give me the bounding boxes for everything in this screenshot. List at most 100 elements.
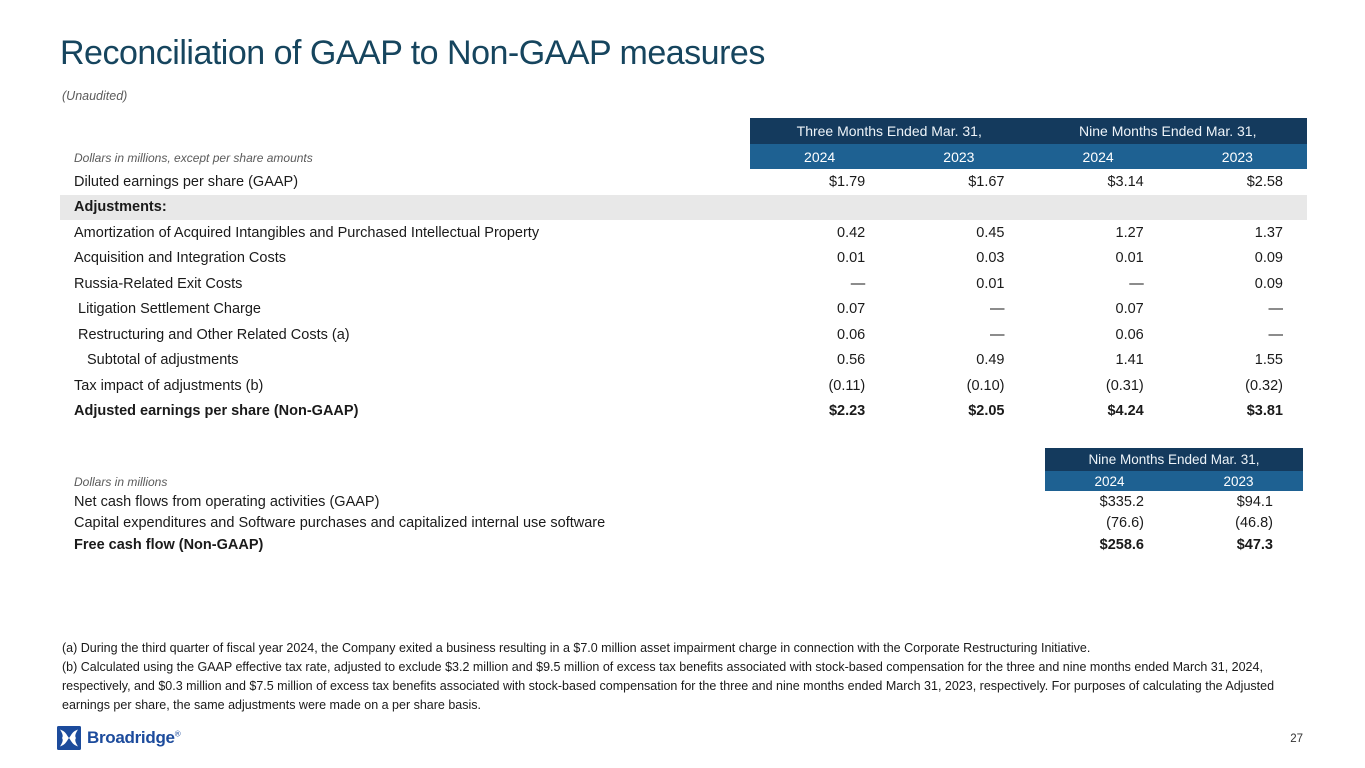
- row-label: Net cash flows from operating activities…: [74, 493, 380, 510]
- row-value: —: [1268, 326, 1284, 343]
- row-value: $1.67: [968, 173, 1005, 190]
- row-value: $2.05: [968, 403, 1005, 420]
- row-value: $258.6: [1099, 536, 1144, 553]
- table2-note-cell: Dollars in millions: [60, 471, 1045, 491]
- table2-header-spacer: [60, 448, 1045, 471]
- row-value: —: [990, 301, 1005, 318]
- row-value: 0.49: [976, 352, 1005, 369]
- table-row: Russia-Related Exit Costs — 0.01 — 0.09: [60, 271, 1307, 297]
- row-label: Adjustments:: [74, 199, 167, 216]
- row-value: 0.45: [976, 224, 1005, 241]
- row-value: $47.3: [1236, 536, 1273, 553]
- table1-header-spacer: [60, 118, 750, 144]
- page-number: 27: [1290, 733, 1303, 745]
- table-row: Amortization of Acquired Intangibles and…: [60, 220, 1307, 246]
- page-title: Reconciliation of GAAP to Non-GAAP measu…: [60, 34, 765, 72]
- row-value: 0.01: [976, 275, 1005, 292]
- table2-group-nine-months: Nine Months Ended Mar. 31,: [1045, 448, 1303, 471]
- free-cash-flow-table: Nine Months Ended Mar. 31, Dollars in mi…: [60, 448, 1303, 556]
- row-label: Subtotal of adjustments: [87, 352, 239, 369]
- row-value: 0.01: [837, 250, 866, 267]
- eps-reconciliation-table: Three Months Ended Mar. 31, Nine Months …: [60, 118, 1307, 424]
- table1-group-nine-months: Nine Months Ended Mar. 31,: [1028, 118, 1307, 144]
- table-row: Diluted earnings per share (GAAP) $1.79 $1…: [60, 169, 1307, 195]
- row-value: $1.79: [828, 173, 866, 190]
- row-value: 0.09: [1254, 250, 1283, 267]
- row-label: Litigation Settlement Charge: [78, 301, 261, 318]
- table2-year-col-2: 2023: [1174, 471, 1303, 491]
- row-value: 1.27: [1115, 224, 1144, 241]
- table-row: Acquisition and Integration Costs 0.01 0.0…: [60, 246, 1307, 272]
- row-value: —: [1268, 301, 1284, 318]
- table1-year-header: Dollars in millions, except per share am…: [60, 144, 1307, 169]
- table-row: Adjustments:: [60, 194, 1307, 220]
- row-value: $3.81: [1246, 403, 1283, 420]
- row-value: 0.42: [837, 224, 866, 241]
- row-value: (0.32): [1245, 377, 1283, 394]
- row-value: 0.06: [1115, 326, 1144, 343]
- row-value: $94.1: [1236, 493, 1273, 510]
- table1-rows: Diluted earnings per share (GAAP) $1.79 $1…: [60, 169, 1307, 424]
- broadridge-logo-text: Broadridge®: [87, 728, 181, 747]
- row-label: Capital expenditures and Software purcha…: [74, 515, 606, 532]
- broadridge-logo-icon: [57, 726, 81, 750]
- table2-year-header: Dollars in millions 2024 2023: [60, 471, 1303, 491]
- row-value: $2.58: [1246, 173, 1283, 190]
- registered-mark: ®: [174, 729, 181, 739]
- footnotes: (a) During the third quarter of fiscal y…: [62, 639, 1310, 715]
- row-value: $2.23: [828, 403, 866, 420]
- table1-year-col-4: 2023: [1167, 144, 1307, 169]
- table-row: Net cash flows from operating activities…: [60, 491, 1303, 513]
- table2-units-note: Dollars in millions: [74, 475, 168, 489]
- row-value: 1.55: [1254, 352, 1283, 369]
- company-logo: Broadridge®: [57, 726, 181, 750]
- table-row: Litigation Settlement Charge 0.07 — 0.07 —: [60, 297, 1307, 323]
- table2-year-col-1: 2024: [1045, 471, 1174, 491]
- table1-group-three-months: Three Months Ended Mar. 31,: [750, 118, 1029, 144]
- table-row: Capital expenditures and Software purcha…: [60, 513, 1303, 535]
- row-value: $4.24: [1107, 403, 1144, 420]
- table2-column-group-header: Nine Months Ended Mar. 31,: [60, 448, 1303, 471]
- row-value: —: [1129, 275, 1144, 292]
- row-label: Russia-Related Exit Costs: [74, 275, 243, 292]
- row-value: $335.2: [1099, 493, 1144, 510]
- row-value: 1.41: [1115, 352, 1144, 369]
- row-label: Diluted earnings per share (GAAP): [74, 173, 299, 190]
- row-label: Amortization of Acquired Intangibles and…: [74, 224, 540, 241]
- row-value: 0.06: [837, 326, 866, 343]
- table1-note-cell: Dollars in millions, except per share am…: [60, 144, 750, 169]
- row-value: (0.31): [1105, 377, 1144, 394]
- table-row: Tax impact of adjustments (b) (0.11) (0.10…: [60, 373, 1307, 399]
- row-label: Acquisition and Integration Costs: [74, 250, 286, 267]
- row-value: 0.07: [1115, 301, 1144, 318]
- row-value: 0.03: [976, 250, 1005, 267]
- row-label: Free cash flow (Non-GAAP): [74, 536, 264, 553]
- row-value: 0.01: [1115, 250, 1144, 267]
- table-row: Subtotal of adjustments 0.56 0.49 1.41 1.55: [60, 348, 1307, 374]
- row-value: (0.10): [966, 377, 1005, 394]
- row-value: —: [850, 275, 866, 292]
- row-value: (76.6): [1106, 515, 1144, 532]
- row-value: 0.07: [837, 301, 866, 318]
- row-label: Adjusted earnings per share (Non-GAAP): [74, 403, 359, 420]
- row-value: 0.56: [837, 352, 866, 369]
- table1-year-col-2: 2023: [889, 144, 1029, 169]
- row-value: —: [990, 326, 1005, 343]
- table-row: Restructuring and Other Related Costs (a…: [60, 322, 1307, 348]
- table1-year-col-3: 2024: [1028, 144, 1168, 169]
- table1-year-col-1: 2024: [750, 144, 890, 169]
- row-value: 1.37: [1254, 224, 1283, 241]
- table1-column-group-header: Three Months Ended Mar. 31, Nine Months …: [60, 118, 1307, 144]
- footnote: (b) Calculated using the GAAP effective …: [62, 660, 1275, 712]
- table1-units-note: Dollars in millions, except per share am…: [74, 151, 313, 165]
- row-value: 0.09: [1254, 275, 1283, 292]
- row-label: Tax impact of adjustments (b): [74, 377, 264, 394]
- table2-rows: Net cash flows from operating activities…: [60, 491, 1303, 556]
- unaudited-note: (Unaudited): [62, 89, 128, 103]
- row-value: $3.14: [1107, 173, 1144, 190]
- row-label: Restructuring and Other Related Costs (a…: [78, 326, 350, 343]
- table-row: Free cash flow (Non-GAAP) $258.6 $47.3: [60, 534, 1303, 556]
- footnote: (a) During the third quarter of fiscal y…: [62, 641, 1091, 655]
- row-value: (46.8): [1235, 515, 1273, 532]
